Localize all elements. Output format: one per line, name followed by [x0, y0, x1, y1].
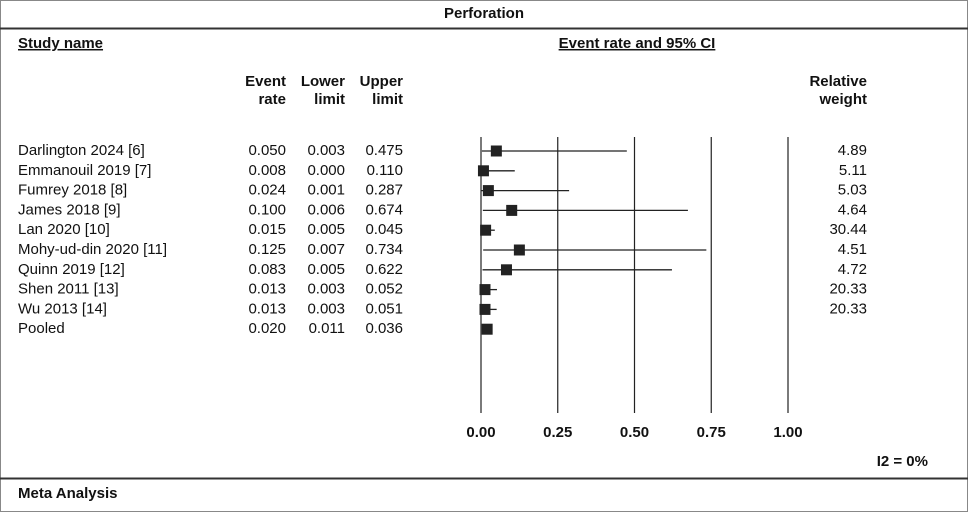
- lower-limit: 0.003: [307, 300, 345, 317]
- column-header: rate: [258, 91, 286, 108]
- study-name: Darlington 2024 [6]: [18, 142, 145, 159]
- event-rate: 0.125: [248, 241, 286, 258]
- footer: Meta Analysis: [18, 485, 118, 502]
- lower-limit: 0.001: [307, 182, 345, 199]
- study-name: Wu 2013 [14]: [18, 300, 107, 317]
- lower-limit: 0.006: [307, 201, 345, 218]
- x-tick-label: 1.00: [773, 424, 802, 441]
- point-estimate: [490, 145, 502, 157]
- point-estimate: [479, 284, 491, 296]
- point-estimate: [500, 264, 512, 276]
- event-rate: 0.050: [248, 142, 286, 159]
- lower-limit: 0.003: [307, 281, 345, 298]
- study-name: Shen 2011 [13]: [18, 281, 119, 298]
- chart-title: Perforation: [444, 5, 524, 22]
- x-tick-label: 0.00: [466, 424, 495, 441]
- upper-limit: 0.110: [367, 162, 403, 179]
- upper-limit: 0.052: [365, 281, 403, 298]
- column-header: Lower: [301, 73, 345, 90]
- column-header: limit: [372, 91, 403, 108]
- x-tick-label: 0.75: [697, 424, 726, 441]
- lower-limit: 0.005: [307, 261, 345, 278]
- event-rate: 0.008: [248, 162, 286, 179]
- lower-limit: 0.005: [307, 221, 345, 238]
- event-rate: 0.015: [248, 221, 286, 238]
- lower-limit: 0.000: [307, 162, 345, 179]
- point-estimate: [513, 244, 525, 256]
- upper-limit: 0.475: [365, 142, 403, 159]
- relative-weight: 4.89: [838, 142, 867, 159]
- study-name: Pooled: [18, 320, 65, 337]
- relative-weight: 5.11: [839, 162, 867, 179]
- study-name: Mohy-ud-din 2020 [11]: [18, 241, 167, 258]
- lower-limit: 0.003: [307, 142, 345, 159]
- upper-limit: 0.036: [365, 320, 403, 337]
- column-header: weight: [819, 91, 868, 108]
- x-tick-label: 0.25: [543, 424, 572, 441]
- study-header: Study name: [18, 35, 103, 52]
- upper-limit: 0.734: [365, 241, 403, 258]
- heterogeneity: I2 = 0%: [877, 453, 928, 470]
- lower-limit: 0.007: [307, 241, 345, 258]
- relative-weight: 20.33: [829, 300, 867, 317]
- upper-limit: 0.287: [365, 182, 403, 199]
- point-estimate: [477, 165, 489, 177]
- x-tick-label: 0.50: [620, 424, 649, 441]
- point-estimate: [479, 303, 491, 315]
- upper-limit: 0.045: [365, 221, 403, 238]
- point-estimate: [482, 185, 494, 197]
- lower-limit: 0.011: [309, 320, 345, 337]
- column-header: Event: [245, 73, 286, 90]
- study-name: Quinn 2019 [12]: [18, 261, 125, 278]
- column-header: limit: [314, 91, 345, 108]
- study-name: Lan 2020 [10]: [18, 221, 110, 238]
- study-name: Emmanouil 2019 [7]: [18, 162, 151, 179]
- relative-weight: 20.33: [829, 281, 867, 298]
- upper-limit: 0.051: [365, 300, 403, 317]
- point-estimate: [480, 224, 492, 236]
- column-header: Relative: [809, 73, 867, 90]
- event-rate: 0.013: [248, 281, 286, 298]
- point-estimate: [481, 323, 493, 335]
- relative-weight: 4.51: [838, 241, 867, 258]
- event-rate: 0.083: [248, 261, 286, 278]
- upper-limit: 0.674: [365, 201, 403, 218]
- event-rate: 0.100: [248, 201, 286, 218]
- event-rate: 0.024: [248, 182, 286, 199]
- plot-header: Event rate and 95% CI: [559, 35, 716, 52]
- event-rate: 0.013: [248, 300, 286, 317]
- column-header: Upper: [360, 73, 404, 90]
- upper-limit: 0.622: [365, 261, 403, 278]
- point-estimate: [506, 204, 518, 216]
- study-name: James 2018 [9]: [18, 201, 121, 218]
- relative-weight: 4.72: [838, 261, 867, 278]
- event-rate: 0.020: [248, 320, 286, 337]
- relative-weight: 30.44: [829, 221, 867, 238]
- study-name: Fumrey 2018 [8]: [18, 182, 127, 199]
- relative-weight: 4.64: [838, 201, 867, 218]
- relative-weight: 5.03: [838, 182, 867, 199]
